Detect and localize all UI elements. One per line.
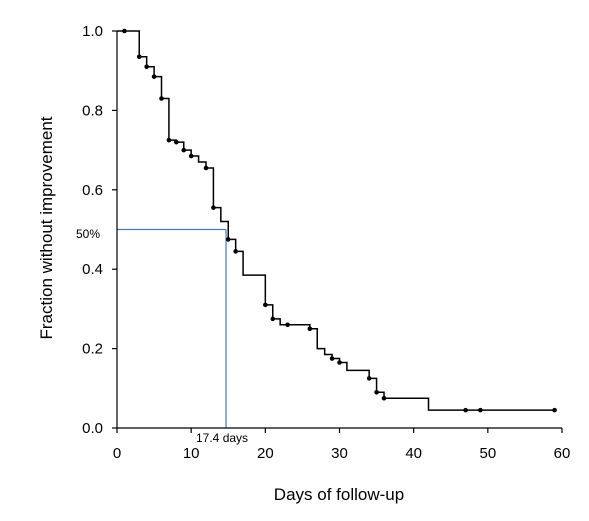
censor-mark xyxy=(211,205,216,210)
x-tick-label: 60 xyxy=(554,445,571,462)
censor-mark xyxy=(203,165,209,171)
censor-mark xyxy=(174,139,179,145)
y-tick-label: 0.4 xyxy=(82,261,103,278)
censor-mark xyxy=(285,322,290,328)
x-tick-label: 20 xyxy=(257,445,274,462)
censor-mark xyxy=(166,137,172,143)
censor-mark xyxy=(337,360,342,365)
censor-mark xyxy=(136,54,142,60)
censor-mark xyxy=(374,389,379,395)
median-y-label: 50% xyxy=(76,227,100,241)
censor-mark xyxy=(159,96,164,101)
censor-mark xyxy=(151,74,157,79)
censor-mark xyxy=(329,356,335,361)
y-tick-label: 1.0 xyxy=(82,23,103,40)
x-tick-label: 40 xyxy=(405,445,422,462)
censor-mark xyxy=(263,302,268,308)
y-tick-label: 0.0 xyxy=(82,420,103,437)
median-x-label: 17.4 days xyxy=(196,431,248,445)
censor-mark xyxy=(122,28,127,34)
censor-mark xyxy=(270,316,276,322)
y-tick-label: 0.6 xyxy=(82,182,103,199)
survival-curve xyxy=(117,30,555,411)
censor-mark xyxy=(366,376,372,381)
y-tick-label: 0.2 xyxy=(82,341,103,358)
censor-mark xyxy=(188,153,194,159)
censor-mark xyxy=(233,249,238,254)
x-tick-label: 50 xyxy=(479,445,496,462)
x-tick-label: 10 xyxy=(183,445,200,462)
y-tick-label: 0.8 xyxy=(82,102,103,119)
y-axis-title: Fraction without improvement xyxy=(37,116,56,339)
censor-mark xyxy=(225,237,231,242)
censor-mark xyxy=(307,326,313,332)
censor-mark xyxy=(381,395,387,401)
x-axis-title: Days of follow-up xyxy=(274,485,404,504)
x-tick-label: 30 xyxy=(331,445,348,462)
censor-mark xyxy=(463,407,468,413)
censor-mark xyxy=(478,407,483,413)
censor-mark xyxy=(181,147,187,153)
censor-mark xyxy=(144,64,149,70)
x-tick-label: 0 xyxy=(113,445,121,462)
censor-mark xyxy=(552,407,557,413)
